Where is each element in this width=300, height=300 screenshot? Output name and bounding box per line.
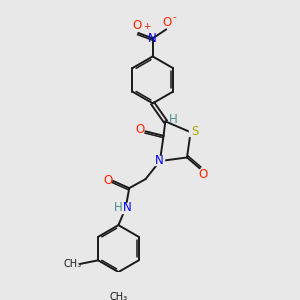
Text: N: N xyxy=(123,202,132,214)
Bar xyxy=(116,203,132,212)
Text: -: - xyxy=(172,12,176,22)
Text: S: S xyxy=(191,125,199,138)
Text: O: O xyxy=(163,16,172,28)
Text: O: O xyxy=(136,123,145,136)
Text: CH₃: CH₃ xyxy=(64,259,82,269)
Text: N: N xyxy=(148,32,157,45)
Text: H: H xyxy=(169,113,178,126)
Text: O: O xyxy=(133,19,142,32)
Text: O: O xyxy=(103,173,112,187)
Bar xyxy=(189,127,201,136)
Text: N: N xyxy=(154,154,164,167)
Bar xyxy=(154,156,164,165)
Text: O: O xyxy=(199,168,208,181)
Text: CH₃: CH₃ xyxy=(110,292,128,300)
Text: H: H xyxy=(114,202,123,214)
Text: +: + xyxy=(143,22,151,31)
